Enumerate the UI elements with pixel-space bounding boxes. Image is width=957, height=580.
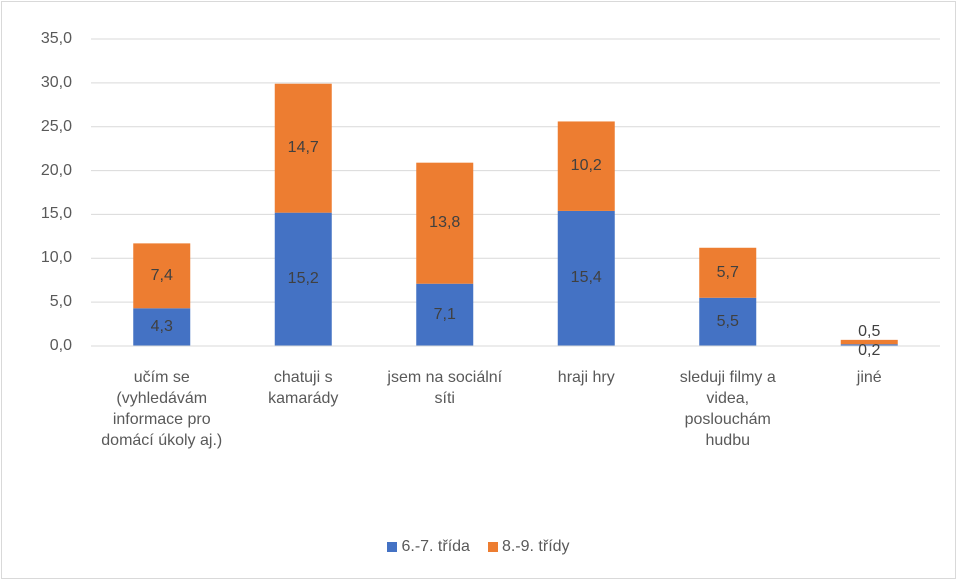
bar-segment — [840, 344, 898, 346]
bar-segment — [274, 212, 332, 346]
legend: 6.-7. třída 8.-9. třídy — [0, 538, 957, 556]
bar-segment — [840, 339, 898, 345]
data-label: 7,1 — [433, 305, 456, 323]
legend-swatch — [487, 542, 498, 552]
bar-segment — [557, 121, 615, 211]
legend-label: 8.-9. třídy — [501, 538, 570, 555]
y-tick-label: 5,0 — [49, 293, 72, 311]
data-label: 14,7 — [287, 139, 319, 157]
bar-segment — [274, 83, 332, 213]
y-tick-label: 35,0 — [40, 30, 72, 47]
x-tick-label: učím se (vyhledávám informace pro domácí… — [101, 369, 223, 449]
y-tick-label: 0,0 — [49, 337, 72, 354]
y-tick-label: 30,0 — [40, 73, 72, 91]
bar-segment — [557, 210, 615, 346]
data-label: 15,4 — [570, 269, 602, 287]
bar-segment — [416, 162, 474, 284]
data-label: 5,7 — [716, 263, 739, 281]
data-label: 10,2 — [570, 157, 602, 175]
bar-segment — [133, 243, 191, 309]
data-label: 7,4 — [150, 266, 173, 284]
x-tick-label: hraji hry — [557, 369, 615, 386]
x-tick-label: jiné — [856, 369, 882, 386]
data-label: 13,8 — [429, 214, 461, 232]
data-label: 0,2 — [858, 342, 881, 360]
legend-swatch — [387, 542, 398, 552]
bar-segment — [699, 247, 757, 298]
bar-segment — [416, 283, 474, 346]
y-tick-label: 10,0 — [40, 249, 72, 267]
x-tick-label: sleduji filmy a videa, poslouchám hudbu — [679, 369, 776, 449]
data-label: 0,5 — [858, 323, 881, 341]
bar-segment — [133, 308, 191, 346]
legend-item: 6.-7. třída — [387, 538, 470, 556]
legend-item: 8.-9. třídy — [487, 538, 570, 556]
legend-label: 6.-7. třída — [401, 538, 470, 555]
data-label: 5,5 — [716, 312, 739, 330]
x-tick-label: chatuji s kamarády — [268, 369, 339, 407]
x-tick-label: jsem na sociální síti — [387, 369, 503, 407]
y-tick-label: 15,0 — [40, 205, 72, 223]
bar-segment — [699, 297, 757, 346]
data-label: 4,3 — [150, 318, 173, 336]
y-tick-label: 20,0 — [40, 161, 72, 179]
y-tick-label: 25,0 — [40, 117, 72, 135]
data-label: 15,2 — [287, 270, 319, 288]
